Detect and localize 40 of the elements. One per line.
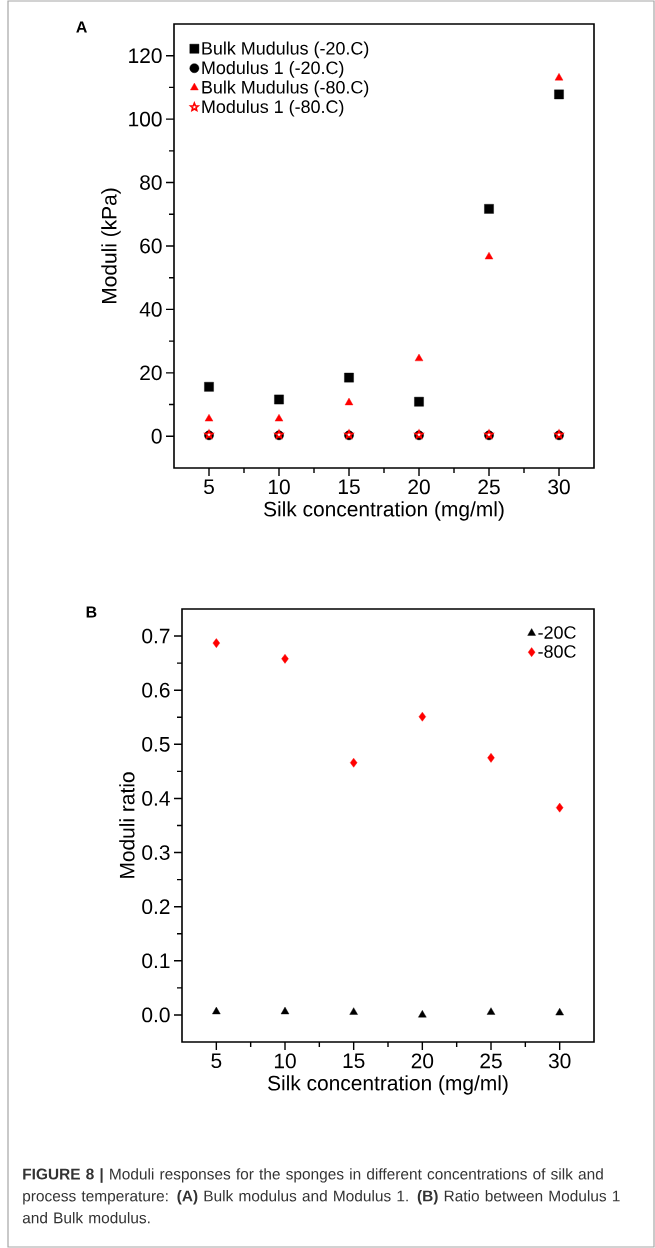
- x-tick-label: 5: [211, 1053, 222, 1069]
- y-tick-label: 0.5: [142, 736, 170, 752]
- y-tick-label: 0.0: [142, 1007, 170, 1023]
- x-tick-label: 30: [548, 479, 570, 495]
- text: FIGURE 8 | Moduli responses for the sponges in different concentrations of silk and process temperature: (A) Bulk modulus and Modulus 1. (B) Ratio between Modulus 1 and Bulk modulus.: [22, 1168, 620, 1224]
- x-tick-label: 20: [408, 479, 430, 495]
- x-tick-label: 20: [411, 1053, 434, 1069]
- x-tick-label: 5: [204, 479, 214, 495]
- y-tick-label: 0.2: [142, 899, 170, 915]
- y-tick-label: 80: [140, 175, 162, 190]
- x-axis-title: Silk concentration (mg/ml): [268, 1075, 508, 1095]
- y-tick-label: 0.6: [142, 682, 170, 698]
- legend-label: -80C: [538, 645, 576, 658]
- y-tick-label: 0.7: [142, 628, 170, 644]
- y-tick-label: 20: [140, 365, 162, 381]
- x-tick-label: 15: [338, 479, 360, 495]
- x-tick-label: 30: [548, 1053, 571, 1069]
- x-axis-title: Silk concentration (mg/ml): [264, 501, 504, 521]
- x-tick-label: 15: [343, 1053, 365, 1069]
- legend-label: Bulk Mudulus (-80.C): [202, 80, 369, 98]
- y-tick-label: 60: [140, 238, 162, 254]
- chart-title: B: [86, 606, 97, 618]
- y-tick-label: 0.1: [142, 953, 170, 969]
- y-tick-label: 0.4: [142, 791, 170, 806]
- legend-label: Modulus 1 (-80.C): [202, 99, 344, 117]
- y-tick-label: 0: [151, 428, 162, 444]
- y-tick-label: 120: [129, 48, 162, 64]
- x-tick-label: 25: [478, 479, 500, 495]
- y-axis-title: Moduli (kPa): [101, 188, 121, 303]
- legend-label: Modulus 1 (-20.C): [202, 60, 344, 78]
- legend-label: Bulk Mudulus (-20.C): [202, 41, 369, 59]
- x-tick-label: 25: [480, 1053, 502, 1069]
- y-tick-label: 0.3: [142, 845, 170, 860]
- y-tick-label: 100: [129, 111, 162, 127]
- x-tick-label: 10: [268, 479, 290, 495]
- legend-label: -20C: [538, 626, 576, 639]
- y-tick-label: 40: [139, 302, 162, 317]
- x-tick-label: 10: [274, 1053, 296, 1069]
- chart-title: A: [76, 21, 87, 33]
- y-axis-title: Moduli ratio: [119, 772, 135, 878]
